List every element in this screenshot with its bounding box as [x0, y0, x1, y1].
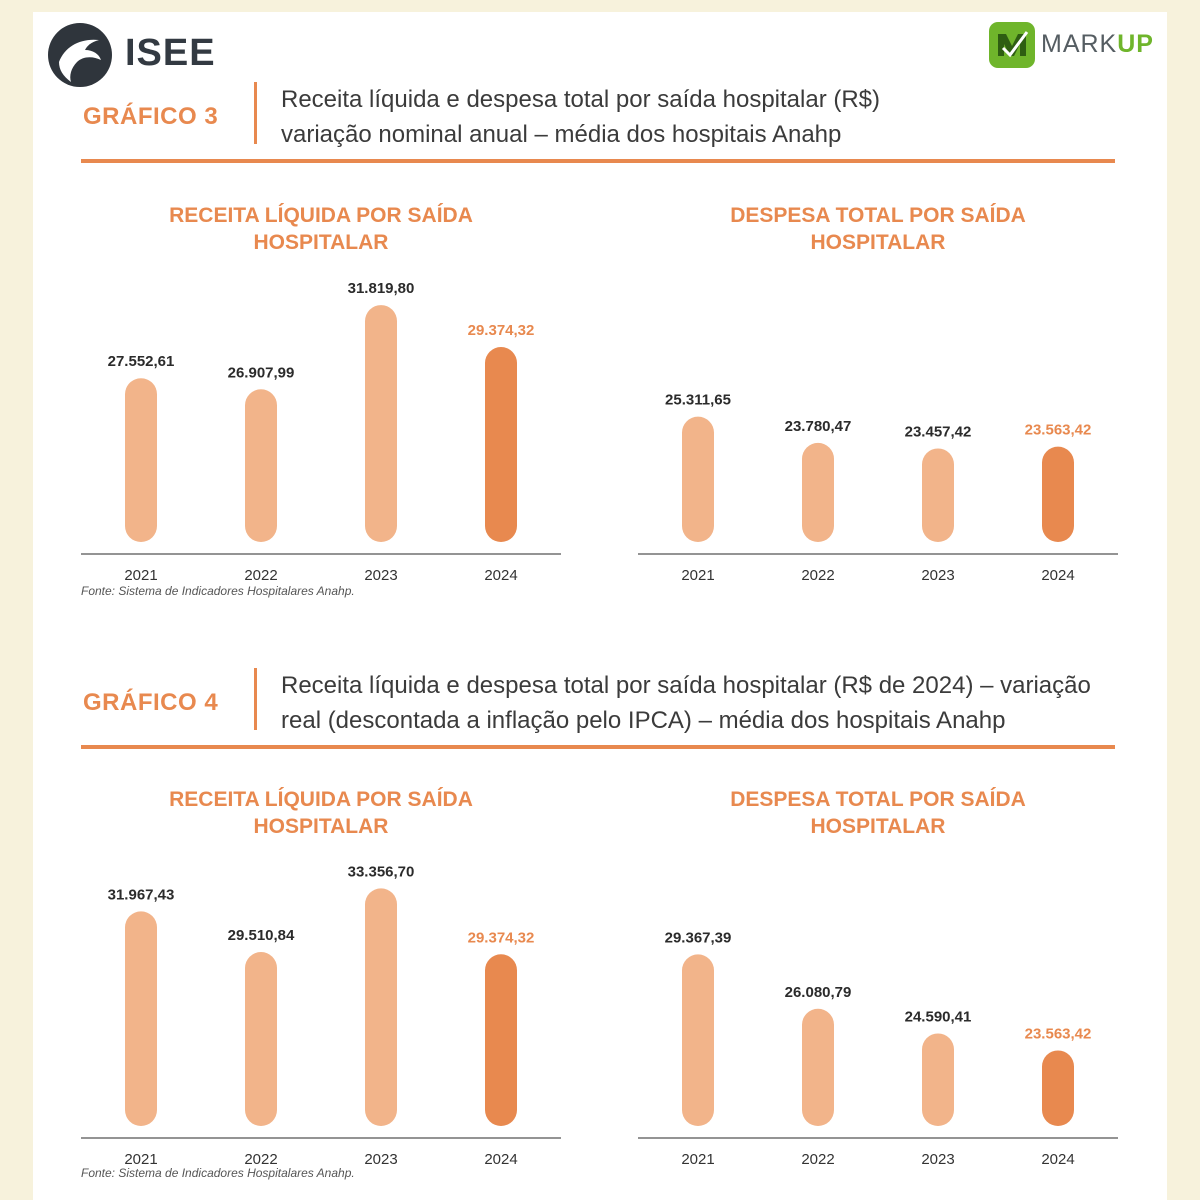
data-label-2023: 23.457,42: [905, 423, 972, 440]
chart-title-line: DESPESA TOTAL POR SAÍDA: [730, 204, 1026, 227]
chart-title-line: HOSPITALAR: [811, 815, 946, 838]
grafico-3-title-line2: variação nominal anual – média dos hospi…: [281, 121, 842, 148]
bar-2022: [802, 442, 834, 542]
chart-title-line: RECEITA LÍQUIDA POR SAÍDA: [169, 788, 473, 811]
data-label-2024: 29.374,32: [468, 322, 535, 339]
data-label-2021: 25.311,65: [665, 392, 731, 409]
x-tick-label-2023: 2023: [921, 567, 954, 584]
data-label-2024: 23.563,42: [1025, 422, 1092, 439]
grafico-4-title-line1: Receita líquida e despesa total por saíd…: [281, 672, 1091, 699]
isee-brand-name: ISEE: [125, 32, 216, 74]
data-label-2022: 29.510,84: [228, 927, 295, 944]
data-label-2021: 27.552,61: [108, 353, 175, 370]
chart-title-line: HOSPITALAR: [254, 231, 389, 254]
x-tick-label-2022: 2022: [244, 567, 277, 584]
data-label-2024: 23.563,42: [1025, 1025, 1092, 1042]
x-tick-label-2024: 2024: [1041, 1151, 1074, 1168]
data-label-2023: 31.819,80: [348, 280, 415, 297]
x-tick-label-2021: 2021: [124, 1151, 157, 1168]
chart-title-line: DESPESA TOTAL POR SAÍDA: [730, 788, 1026, 811]
grafico-4-source: Fonte: Sistema de Indicadores Hospitalar…: [81, 1166, 355, 1180]
eagle-logo-icon: [48, 23, 112, 87]
section-rule: [81, 745, 1115, 749]
bar-2024: [1042, 446, 1074, 542]
grafico-3-source: Fonte: Sistema de Indicadores Hospitalar…: [81, 584, 355, 598]
grafico-3-label: GRÁFICO 3: [83, 103, 219, 130]
chart-receita-nominal: RECEITA LÍQUIDA POR SAÍDA HOSPITALAR 27.55…: [81, 204, 561, 584]
data-label-2023: 33.356,70: [348, 863, 415, 880]
chart-title-line: HOSPITALAR: [254, 815, 389, 838]
bar-2021: [125, 378, 157, 542]
bar-2024: [485, 954, 517, 1126]
x-tick-label-2022: 2022: [244, 1151, 277, 1168]
x-tick-label-2024: 2024: [484, 1151, 517, 1168]
report-card: ISEE MARKUP GRÁFICO 3 Receita líquida e …: [33, 12, 1167, 1200]
bar-2021: [682, 416, 714, 542]
section-divider: [254, 668, 257, 730]
data-label-2021: 31.967,43: [108, 886, 175, 903]
bar-2021: [125, 911, 157, 1126]
x-tick-label-2022: 2022: [801, 1151, 834, 1168]
bar-2024: [485, 347, 517, 542]
markup-brand-name: MARKUP: [1041, 30, 1154, 58]
x-tick-label-2024: 2024: [1041, 567, 1074, 584]
grafico-4-title-line2: real (descontada a inflação pelo IPCA) –…: [281, 707, 1006, 734]
bar-2022: [802, 1008, 834, 1126]
data-label-2024: 29.374,32: [468, 929, 535, 946]
chart-title-line: HOSPITALAR: [811, 231, 946, 254]
bar-2023: [365, 305, 397, 542]
grafico-4-label: GRÁFICO 4: [83, 689, 219, 716]
chart-despesa-real: DESPESA TOTAL POR SAÍDA HOSPITALAR 29.367,…: [638, 788, 1118, 1168]
section-divider: [254, 82, 257, 144]
x-tick-label-2021: 2021: [124, 567, 157, 584]
data-label-2022: 23.780,47: [785, 418, 852, 435]
grafico-3-title-line1: Receita líquida e despesa total por saíd…: [281, 86, 881, 113]
chart-despesa-nominal: DESPESA TOTAL POR SAÍDA HOSPITALAR 25.311,…: [638, 204, 1118, 584]
bar-2022: [245, 952, 277, 1126]
data-label-2022: 26.907,99: [228, 364, 295, 381]
x-tick-label-2024: 2024: [484, 567, 517, 584]
x-tick-label-2022: 2022: [801, 567, 834, 584]
chart-receita-real: RECEITA LÍQUIDA POR SAÍDA HOSPITALAR 31.96…: [81, 788, 561, 1168]
bar-2023: [365, 888, 397, 1126]
x-tick-label-2023: 2023: [364, 1151, 397, 1168]
grafico-4-title: Receita líquida e despesa total por saíd…: [281, 668, 1141, 738]
chart-title-line: RECEITA LÍQUIDA POR SAÍDA: [169, 204, 473, 227]
markup-logo-icon: [989, 22, 1035, 68]
bar-2021: [682, 954, 714, 1126]
bar-2024: [1042, 1050, 1074, 1126]
bar-2023: [922, 1033, 954, 1126]
x-tick-label-2021: 2021: [681, 1151, 714, 1168]
x-tick-label-2023: 2023: [364, 567, 397, 584]
grafico-3-title: Receita líquida e despesa total por saíd…: [281, 82, 1141, 152]
bar-2023: [922, 448, 954, 542]
x-tick-label-2021: 2021: [681, 567, 714, 584]
data-label-2023: 24.590,41: [905, 1008, 972, 1025]
x-tick-label-2023: 2023: [921, 1151, 954, 1168]
data-label-2022: 26.080,79: [785, 984, 852, 1001]
bar-2022: [245, 389, 277, 542]
data-label-2021: 29.367,39: [665, 929, 732, 946]
section-rule: [81, 159, 1115, 163]
